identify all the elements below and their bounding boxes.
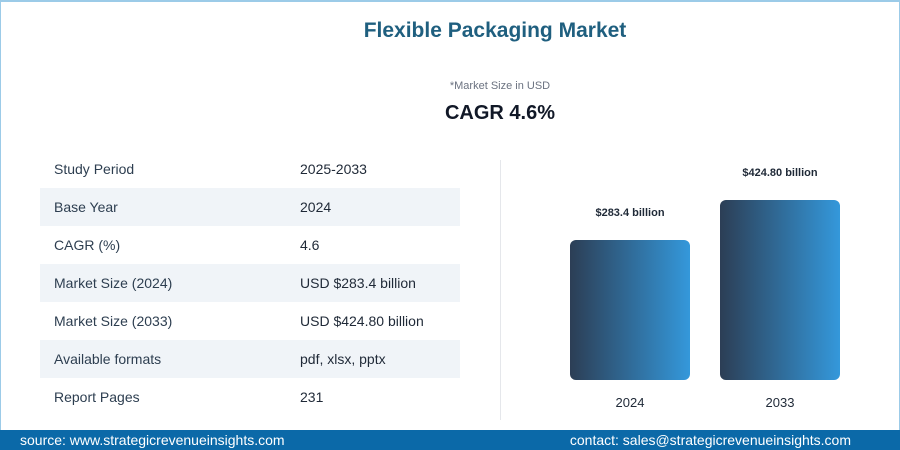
bar-2033: [720, 200, 840, 380]
contact-link[interactable]: contact: sales@strategicrevenueinsights.…: [569, 432, 851, 448]
row-label: Available formats: [54, 351, 162, 367]
page-title: Flexible Packaging Market: [363, 19, 627, 42]
x-tick-label: 2024: [616, 395, 645, 410]
table-row: Market Size (2024) USD $283.4 billion: [40, 264, 460, 302]
table-row: Study Period 2025-2033: [40, 150, 460, 188]
row-value: pdf, xlsx, pptx: [300, 351, 386, 367]
summary-table: Study Period 2025-2033 Base Year 2024 CAGR…: [40, 150, 460, 416]
row-label: Report Pages: [54, 389, 140, 405]
row-label: Study Period: [54, 161, 135, 177]
data-label: $283.4 billion: [595, 207, 664, 219]
row-label: Market Size (2024): [54, 275, 173, 291]
row-value: 2024: [300, 199, 332, 215]
table-row: CAGR (%) 4.6: [40, 226, 460, 264]
row-value: 2025-2033: [300, 161, 367, 177]
bar-chart: $283.4 billion 2024 $424.80 billion 2033: [570, 167, 840, 410]
row-value: 4.6: [300, 237, 320, 253]
row-label: Base Year: [54, 199, 118, 215]
table-row: Available formats pdf, xlsx, pptx: [40, 340, 460, 378]
row-label: Market Size (2033): [54, 313, 173, 329]
table-row: Report Pages 231: [40, 378, 460, 416]
table-row: Market Size (2033) USD $424.80 billion: [40, 302, 460, 340]
source-link[interactable]: source: www.strategicrevenueinsights.com: [20, 432, 285, 448]
market-size-note: *Market Size in USD: [449, 80, 551, 92]
cagr-headline: CAGR 4.6%: [444, 102, 556, 124]
divider: [500, 160, 501, 420]
data-label: $424.80 billion: [742, 167, 817, 179]
row-value: 231: [300, 389, 324, 405]
row-label: CAGR (%): [54, 237, 121, 253]
table-row: Base Year 2024: [40, 188, 460, 226]
row-value: USD $424.80 billion: [300, 313, 424, 329]
x-tick-label: 2033: [766, 395, 795, 410]
row-value: USD $283.4 billion: [300, 275, 416, 291]
footer-bar: source: www.strategicrevenueinsights.com…: [0, 430, 900, 450]
bar-2024: [570, 240, 690, 380]
